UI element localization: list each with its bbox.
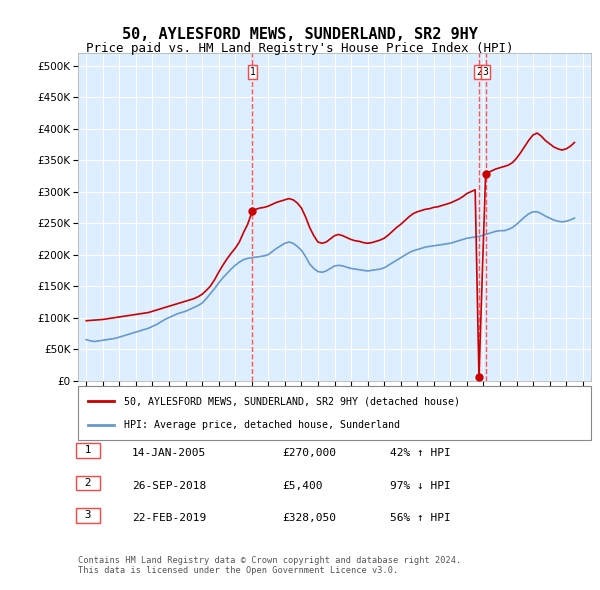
Text: 3: 3 <box>482 67 488 77</box>
Text: 97% ↓ HPI: 97% ↓ HPI <box>390 481 451 491</box>
Text: 22-FEB-2019: 22-FEB-2019 <box>132 513 206 523</box>
Text: 42% ↑ HPI: 42% ↑ HPI <box>390 448 451 458</box>
Text: £328,050: £328,050 <box>282 513 336 523</box>
Text: 2: 2 <box>476 67 482 77</box>
Text: 2: 2 <box>78 478 98 488</box>
FancyBboxPatch shape <box>78 386 591 440</box>
Text: Contains HM Land Registry data © Crown copyright and database right 2024.
This d: Contains HM Land Registry data © Crown c… <box>78 556 461 575</box>
Text: 3: 3 <box>78 510 98 520</box>
Text: 26-SEP-2018: 26-SEP-2018 <box>132 481 206 491</box>
Text: £5,400: £5,400 <box>282 481 323 491</box>
Text: 56% ↑ HPI: 56% ↑ HPI <box>390 513 451 523</box>
Text: £270,000: £270,000 <box>282 448 336 458</box>
Text: HPI: Average price, detached house, Sunderland: HPI: Average price, detached house, Sund… <box>124 419 400 430</box>
Text: 1: 1 <box>250 67 256 77</box>
Text: Price paid vs. HM Land Registry's House Price Index (HPI): Price paid vs. HM Land Registry's House … <box>86 42 514 55</box>
Text: 1: 1 <box>78 445 98 455</box>
Text: 50, AYLESFORD MEWS, SUNDERLAND, SR2 9HY (detached house): 50, AYLESFORD MEWS, SUNDERLAND, SR2 9HY … <box>124 396 460 407</box>
Text: 50, AYLESFORD MEWS, SUNDERLAND, SR2 9HY: 50, AYLESFORD MEWS, SUNDERLAND, SR2 9HY <box>122 27 478 41</box>
Text: 14-JAN-2005: 14-JAN-2005 <box>132 448 206 458</box>
